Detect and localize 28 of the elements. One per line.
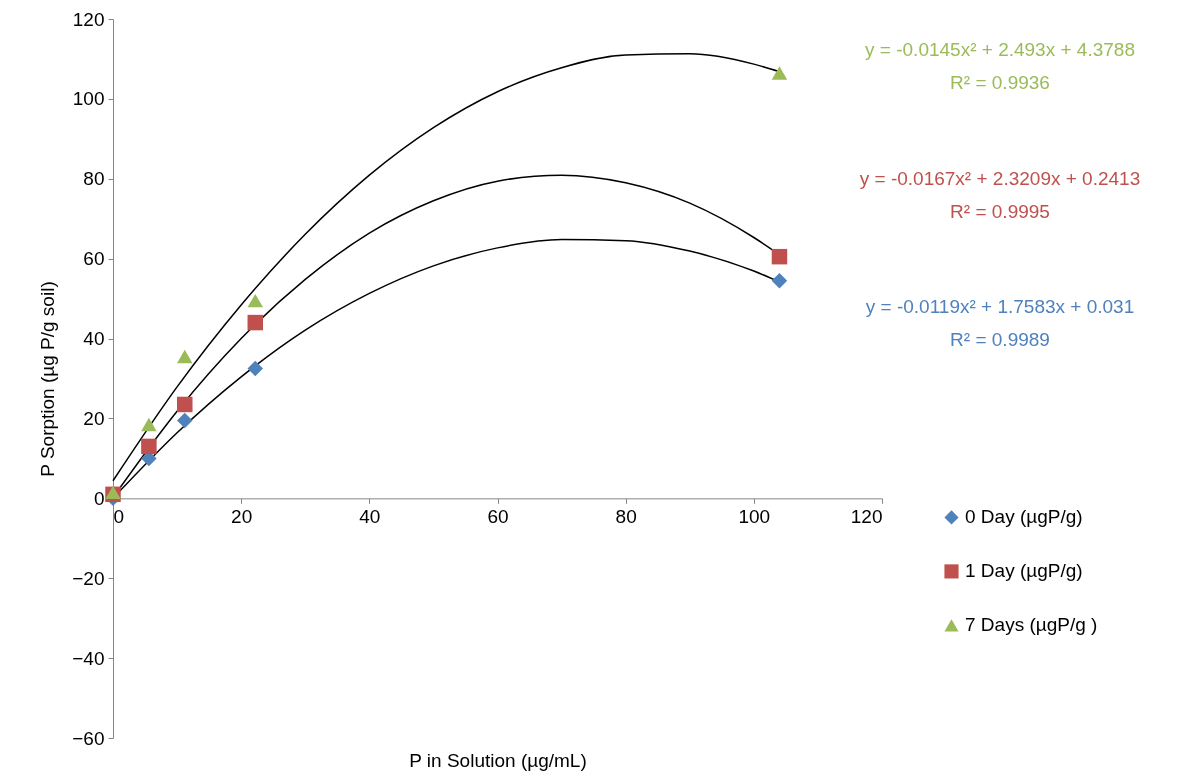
- legend-label: 0 Day (µgP/g): [965, 506, 1083, 528]
- text: R² = 0.9995: [950, 200, 1050, 222]
- y-axis-title: P Sorption (µg P/g soil): [37, 281, 59, 477]
- x-axis-title: P in Solution (µg/mL): [409, 749, 587, 771]
- x-tick-label: 20: [231, 505, 253, 527]
- x-tick-label: 120: [850, 505, 883, 527]
- x-tick-label: 40: [359, 505, 381, 527]
- x-tick-label: 60: [487, 505, 509, 527]
- y-tick-label: 120: [72, 8, 105, 30]
- x-tick-label: 100: [738, 505, 771, 527]
- y-tick-label: −40: [72, 647, 105, 669]
- y-tick-label: 0: [93, 487, 105, 509]
- x-tick-label: 80: [615, 505, 637, 527]
- legend-label: 7 Days (µgP/g ): [965, 614, 1098, 636]
- x-tick-label: 0: [113, 505, 125, 527]
- y-tick-label: 20: [83, 407, 105, 429]
- y-tick-label: 100: [72, 88, 105, 110]
- y-tick-label: 60: [83, 248, 105, 270]
- y-tick-label: −20: [72, 567, 105, 589]
- y-tick-label: 80: [83, 168, 105, 190]
- legend-label: 1 Day (µgP/g): [965, 560, 1083, 582]
- text: R² = 0.9989: [950, 329, 1050, 350]
- annotation: y = -0.0119x² + 1.7583x + 0.031: [865, 296, 1135, 317]
- annotation: y = -0.0145x² + 2.493x + 4.3788: [865, 39, 1135, 60]
- text: R² = 0.9936: [950, 72, 1050, 93]
- y-tick-label: 40: [83, 328, 105, 350]
- annotation: y = -0.0167x² + 2.3209x + 0.2413: [859, 167, 1141, 189]
- y-tick-label: −60: [72, 727, 105, 749]
